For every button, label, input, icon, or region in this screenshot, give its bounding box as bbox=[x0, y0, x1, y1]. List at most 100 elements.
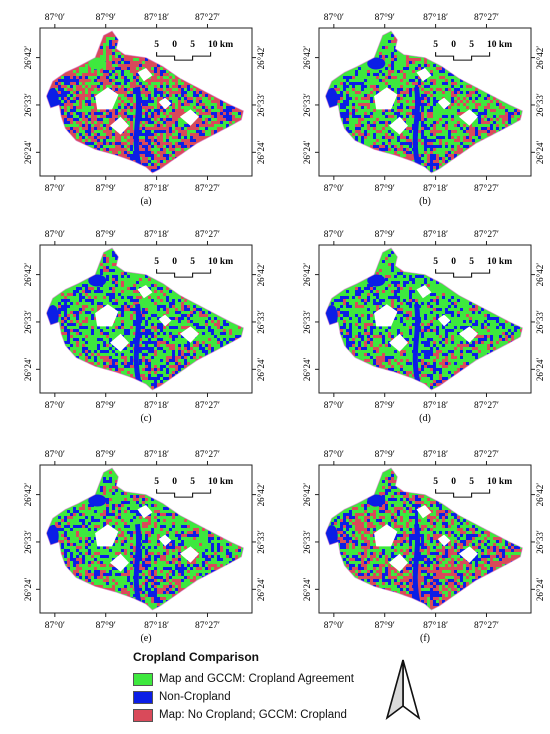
top-tick-label: 87°27′ bbox=[195, 229, 220, 240]
left-tick-label: 26°24′ bbox=[23, 358, 33, 382]
scale-bar-label: 5 bbox=[154, 477, 159, 487]
top-tick-label: 87°9′ bbox=[96, 229, 116, 240]
top-tick-label: 87°9′ bbox=[96, 449, 116, 460]
top-tick-label: 87°9′ bbox=[375, 449, 395, 460]
legend-item-noncrop: Non-Cropland bbox=[133, 690, 231, 704]
bottom-tick-label: 87°27′ bbox=[195, 183, 220, 194]
no-data-area bbox=[374, 87, 398, 110]
no-data-area bbox=[95, 524, 119, 547]
bottom-tick-label: 87°27′ bbox=[195, 620, 220, 631]
no-data-area bbox=[374, 524, 398, 547]
right-tick-label: 26°42′ bbox=[535, 483, 545, 507]
river-channel bbox=[133, 86, 143, 170]
no-data-area bbox=[458, 109, 478, 126]
no-data-area bbox=[110, 116, 129, 135]
no-data-area bbox=[158, 314, 172, 327]
left-tick-label: 26°33′ bbox=[23, 310, 33, 334]
scale-bar-label: 5 bbox=[433, 257, 438, 267]
scale-bar-label: 0 bbox=[172, 40, 177, 50]
scale-bar-label: 5 bbox=[469, 257, 474, 267]
panel-caption: (e) bbox=[140, 633, 151, 644]
left-tick-label: 26°33′ bbox=[23, 93, 33, 117]
panel-caption: (a) bbox=[140, 196, 151, 207]
scale-bar-label: 5 bbox=[190, 257, 195, 267]
bottom-tick-label: 87°18′ bbox=[423, 183, 448, 194]
right-tick-label: 26°42′ bbox=[256, 46, 266, 70]
bottom-tick-label: 87°9′ bbox=[375, 620, 395, 631]
bottom-tick-label: 87°18′ bbox=[423, 400, 448, 411]
no-data-area bbox=[389, 116, 408, 135]
map-panel-e: 87°0′ 87°0′ 87°9′ 87°9′ 87°18′ 87°18′ 87°27′ 87… bbox=[23, 449, 266, 644]
scale-bar-label: 0 bbox=[451, 257, 456, 267]
right-tick-label: 26°24′ bbox=[535, 141, 545, 165]
land-cover-raster bbox=[325, 31, 523, 173]
bottom-tick-label: 87°18′ bbox=[144, 620, 169, 631]
scale-bar-label: 5 bbox=[154, 257, 159, 267]
scale-bar-label: 5 bbox=[433, 40, 438, 50]
bottom-tick-label: 87°9′ bbox=[375, 400, 395, 411]
bottom-tick-label: 87°9′ bbox=[96, 620, 116, 631]
top-tick-label: 87°0′ bbox=[45, 449, 65, 460]
right-tick-label: 26°42′ bbox=[256, 263, 266, 287]
bottom-tick-label: 87°27′ bbox=[474, 620, 499, 631]
no-data-area bbox=[95, 304, 119, 327]
top-tick-label: 87°0′ bbox=[324, 449, 344, 460]
bottom-tick-label: 87°18′ bbox=[423, 620, 448, 631]
scale-bar-label: 5 bbox=[190, 477, 195, 487]
no-data-area bbox=[437, 314, 451, 327]
left-tick-label: 26°33′ bbox=[302, 530, 312, 554]
legend-item-disagree: Map: No Cropland; GCCM: Cropland bbox=[133, 708, 347, 722]
left-tick-label: 26°42′ bbox=[23, 263, 33, 287]
left-tick-label: 26°33′ bbox=[23, 530, 33, 554]
no-data-area bbox=[158, 97, 172, 110]
right-tick-label: 26°33′ bbox=[535, 530, 545, 554]
bottom-tick-label: 87°18′ bbox=[144, 400, 169, 411]
top-tick-label: 87°9′ bbox=[375, 12, 395, 23]
right-tick-label: 26°33′ bbox=[535, 93, 545, 117]
river-channel bbox=[412, 303, 422, 387]
bottom-tick-label: 87°0′ bbox=[324, 620, 344, 631]
no-data-area bbox=[437, 97, 451, 110]
legend-swatch-noncrop bbox=[133, 690, 153, 704]
map-panel-a: 87°0′ 87°0′ 87°9′ 87°9′ 87°18′ 87°18′ 87°27′ 87… bbox=[23, 12, 266, 207]
scale-bar: 5 0 5 10 km bbox=[433, 257, 512, 278]
no-data-area bbox=[137, 505, 153, 519]
right-tick-label: 26°24′ bbox=[256, 578, 266, 602]
right-tick-label: 26°33′ bbox=[256, 93, 266, 117]
panel-caption: (d) bbox=[419, 413, 431, 424]
no-data-area bbox=[389, 553, 408, 572]
bottom-tick-label: 87°27′ bbox=[474, 183, 499, 194]
left-tick-label: 26°24′ bbox=[302, 141, 312, 165]
bottom-tick-label: 87°0′ bbox=[45, 400, 65, 411]
land-cover-raster bbox=[46, 31, 244, 173]
bottom-tick-label: 87°0′ bbox=[45, 183, 65, 194]
left-tick-label: 26°42′ bbox=[302, 263, 312, 287]
right-tick-label: 26°42′ bbox=[256, 483, 266, 507]
scale-bar-label: 5 bbox=[469, 477, 474, 487]
legend-label-agreement: Map and GCCM: Cropland Agreement bbox=[159, 673, 354, 685]
scale-bar-label: 0 bbox=[451, 477, 456, 487]
top-tick-label: 87°0′ bbox=[324, 12, 344, 23]
left-tick-label: 26°24′ bbox=[23, 141, 33, 165]
scale-bar: 5 0 5 10 km bbox=[433, 477, 512, 498]
panel-caption: (b) bbox=[419, 196, 431, 207]
right-tick-label: 26°33′ bbox=[256, 310, 266, 334]
panel-caption: (c) bbox=[140, 413, 151, 424]
river-channel bbox=[133, 523, 143, 607]
bottom-tick-label: 87°0′ bbox=[324, 183, 344, 194]
map-panel-d: 87°0′ 87°0′ 87°9′ 87°9′ 87°18′ 87°18′ 87°27′ 87… bbox=[302, 229, 545, 424]
legend-label-noncrop: Non-Cropland bbox=[159, 691, 231, 703]
river-channel bbox=[412, 86, 422, 170]
scale-bar-label: 10 km bbox=[487, 40, 512, 50]
no-data-area bbox=[437, 534, 451, 547]
top-tick-label: 87°27′ bbox=[474, 229, 499, 240]
top-tick-label: 87°27′ bbox=[195, 12, 220, 23]
top-tick-label: 87°18′ bbox=[144, 449, 169, 460]
top-tick-label: 87°18′ bbox=[423, 12, 448, 23]
scale-bar-label: 10 km bbox=[487, 257, 512, 267]
left-tick-label: 26°42′ bbox=[23, 46, 33, 70]
scale-bar-label: 0 bbox=[172, 257, 177, 267]
left-tick-label: 26°24′ bbox=[23, 578, 33, 602]
map-panel-b: 87°0′ 87°0′ 87°9′ 87°9′ 87°18′ 87°18′ 87°27′ 87… bbox=[302, 12, 545, 207]
top-tick-label: 87°9′ bbox=[375, 229, 395, 240]
